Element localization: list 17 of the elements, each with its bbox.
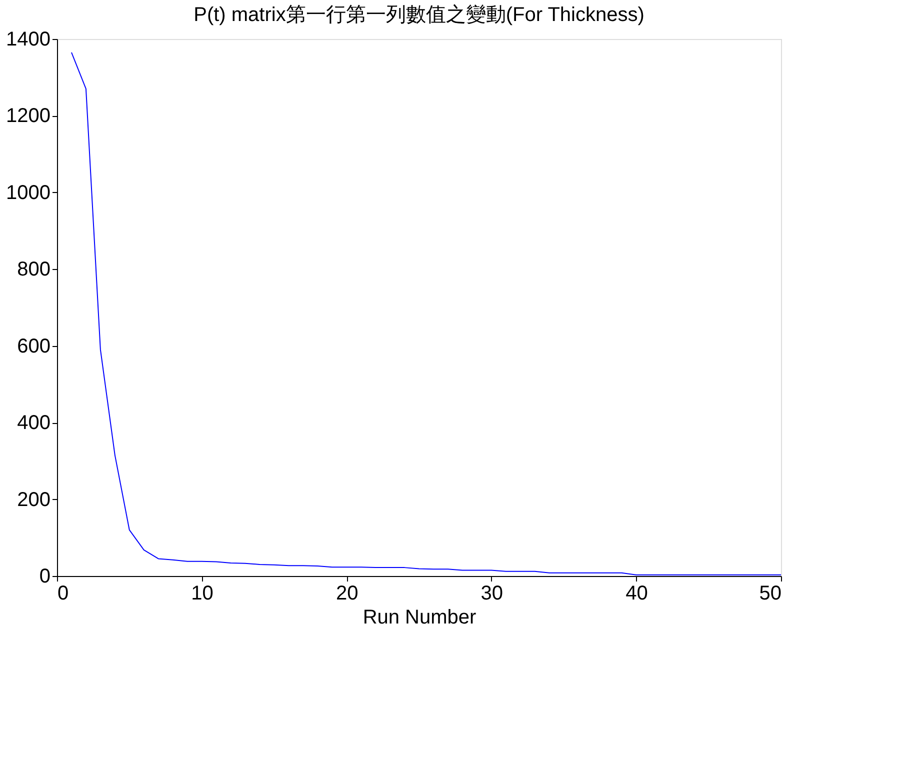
y-tick-label: 200	[17, 488, 50, 511]
y-tick-label: 1000	[6, 182, 50, 204]
chart-title: P(t) matrix第一行第一列數值之變動(For Thickness)	[194, 4, 644, 26]
x-axis-title: Run Number	[362, 606, 477, 628]
line-series	[70, 52, 782, 576]
x-tick-label: 0	[58, 582, 69, 604]
y-tick-label: 400	[17, 412, 50, 434]
y-tick-label: 1400	[6, 28, 50, 50]
x-tick-label: 50	[759, 582, 782, 604]
y-tick-label: 800	[17, 258, 50, 281]
y-tick-label: 0	[39, 566, 50, 588]
x-tick-label: 10	[191, 582, 214, 604]
x-tick-label: 40	[626, 582, 648, 604]
y-tick-label: 600	[17, 335, 50, 358]
y-tick-label: 1200	[6, 105, 50, 128]
x-tick-label: 30	[480, 582, 504, 604]
x-tick-label: 20	[336, 582, 358, 604]
